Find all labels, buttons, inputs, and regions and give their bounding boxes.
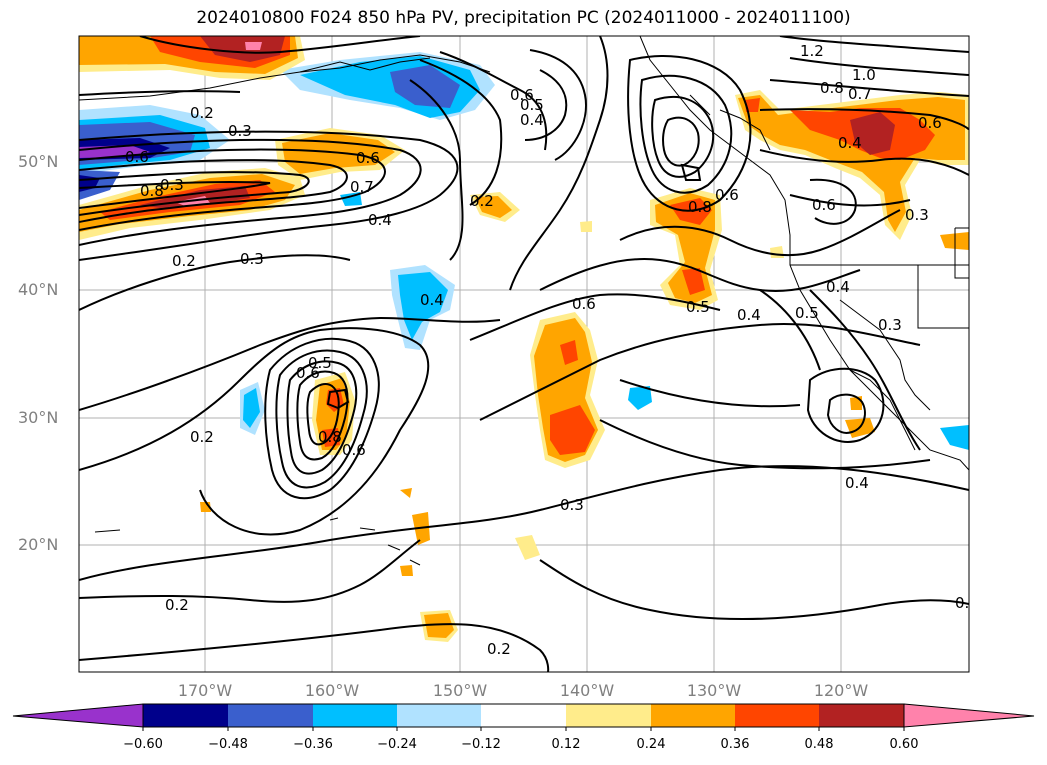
colorbar-tick-label: −0.24 (377, 737, 417, 752)
lon-label: 160°W (304, 681, 360, 700)
contour-label: 0.6 (572, 295, 596, 313)
colorbar-segment (143, 704, 228, 727)
colorbar-tick-label: −0.36 (293, 737, 333, 752)
colorbar-segment (481, 704, 566, 727)
contour-label: 0.6 (918, 114, 942, 132)
contour-label: 0.2 (190, 104, 214, 122)
colorbar-segment (819, 704, 904, 727)
colorbar-segment (651, 704, 735, 727)
gridlines (79, 36, 969, 672)
contour-label: 0.5 (308, 354, 332, 372)
lon-label: 130°W (686, 681, 742, 700)
colorbar-tick-label: −0.48 (208, 737, 248, 752)
contour-label: 0.2 (190, 428, 214, 446)
lon-label: 170°W (177, 681, 233, 700)
lat-label: 30°N (18, 408, 59, 427)
contour-label: 0.5 (795, 304, 819, 322)
map-frame (78, 35, 970, 673)
colorbar-segment (313, 704, 397, 727)
colorbar-segment (397, 704, 481, 727)
contour-label: 0.6 (715, 186, 739, 204)
colorbar-tick-label: −0.12 (461, 737, 501, 752)
colorbar-segment (228, 704, 313, 727)
contour-label: 0.5 (520, 96, 544, 114)
contour-label: 0.6 (125, 148, 149, 166)
contour-label: 0.3 (240, 250, 264, 268)
contour-label: 0.4 (826, 278, 850, 296)
colorbar-tick-label: 0.24 (636, 737, 666, 752)
contour-label: 0.8 (688, 198, 712, 216)
contour-label: 0.3 (160, 176, 184, 194)
contour-label: 0.4 (520, 111, 544, 129)
contour-label: 0.4 (368, 211, 392, 229)
colorbar-arrow-right (903, 703, 1035, 728)
colorbar-arrow-left (12, 703, 144, 728)
contour-label: 0.3 (228, 122, 252, 140)
contour-label: 0.8 (318, 428, 342, 446)
contour-label: 0.4 (420, 291, 444, 309)
contour-labels: 1.2 1.0 0.8 0.7 0.6 0.6 0.5 0.4 0.2 0.3 … (125, 42, 979, 658)
contour-label: 0.6 (812, 196, 836, 214)
contour-label: 0.6 (296, 364, 320, 382)
map-area: 1.2 1.0 0.8 0.7 0.6 0.6 0.5 0.4 0.2 0.3 … (79, 36, 979, 672)
colorbar-tick-label: 0.12 (551, 737, 581, 752)
contour-label: 0.4 (737, 306, 761, 324)
contour-label: 1.2 (800, 42, 824, 60)
colorbar-tick-label: 0.36 (720, 737, 750, 752)
contour-label: 0.7 (350, 178, 374, 196)
contour-label: 0.5 (686, 298, 710, 316)
contour-label: 0.3 (905, 206, 929, 224)
contour-label: 0.7 (848, 85, 872, 103)
chart-title: 2024010800 F024 850 hPa PV, precipitatio… (196, 8, 851, 28)
colorbar-tick-label: −0.60 (123, 737, 163, 752)
contour-label: 0.2 (172, 252, 196, 270)
contour-label: 0.8 (140, 182, 164, 200)
contour-label: 0.3 (955, 594, 979, 612)
colorbar-tick-label: 0.60 (889, 737, 919, 752)
contour-label: 0.2 (165, 596, 189, 614)
contour-label: 0.2 (470, 192, 494, 210)
contour-label: 0.6 (510, 86, 534, 104)
contour-label: 0.4 (845, 474, 869, 492)
lat-label: 40°N (18, 280, 59, 299)
contour-label: 0.3 (878, 316, 902, 334)
colorbar (12, 703, 1035, 731)
colorbar-segment (735, 704, 819, 727)
contour-label: 0.4 (838, 134, 862, 152)
contour-label: 0.6 (342, 441, 366, 459)
lon-label: 150°W (432, 681, 488, 700)
colorbar-tick-label: 0.48 (804, 737, 834, 752)
lon-label: 140°W (559, 681, 615, 700)
contour-label: 0.2 (487, 640, 511, 658)
lon-label: 120°W (813, 681, 869, 700)
lat-label: 20°N (18, 535, 59, 554)
contour-label: 0.6 (356, 149, 380, 167)
colorbar-segment (566, 704, 651, 727)
contour-label: 1.0 (852, 66, 876, 84)
contour-label: 0.3 (560, 496, 584, 514)
pv-contours (79, 36, 969, 672)
lat-label: 50°N (18, 152, 59, 171)
contour-label: 0.8 (820, 79, 844, 97)
